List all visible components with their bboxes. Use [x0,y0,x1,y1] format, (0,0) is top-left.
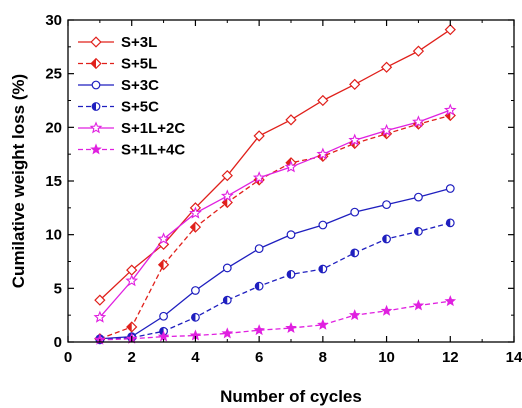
data-point-S+1L+2C [189,206,202,219]
data-point-S+5L [126,321,138,333]
data-point-S+1L+4C [380,304,393,316]
data-point-S+3C [191,286,200,295]
data-point-S+5C [222,295,232,305]
data-point-S+1L+2C [348,133,362,146]
legend-label: S+1L+2C [121,120,185,137]
data-point-S+5L [189,221,202,233]
y-tick-label: 0 [54,334,62,351]
data-point-S+1L+2C [412,115,425,128]
data-point-S+3L [221,169,233,182]
series-line-S+1L+4C [99,300,451,341]
series-line-S+3L [99,29,451,301]
data-point-S+1L+4C [157,330,170,342]
data-point-S+1L+4C [221,327,234,339]
legend-item: S+1L+2C [78,120,185,137]
legend-marker [91,102,101,111]
data-point-S+3C [286,230,296,240]
x-tick-label: 14 [506,349,522,366]
legend-marker [91,80,101,90]
legend-label: S+5C [121,99,159,116]
legend-item: S+3L [78,34,157,51]
legend-marker [90,57,102,70]
data-point-S+1L+2C [93,310,107,323]
legend-label: S+5L [121,56,157,73]
data-point-S+1L+4C [285,321,297,333]
data-point-S+1L+4C [348,309,361,321]
legend-item: S+3C [78,77,159,94]
data-point-S+5C [382,234,391,244]
data-point-S+3C [350,207,360,217]
legend-marker [90,36,102,48]
data-point-S+5C [350,248,360,258]
x-tick-label: 4 [191,349,200,366]
data-point-S+3L [285,114,297,126]
legend-label: S+3L [121,34,157,51]
data-point-S+3L [444,24,456,36]
x-axis-label: Number of cycles [220,387,362,406]
data-point-S+5C [286,269,296,279]
data-point-S+5C [445,218,455,228]
series-line-S+5L [99,114,451,340]
data-point-S+5C [254,281,264,291]
data-point-S+3L [94,294,106,306]
data-point-S+3C [222,263,232,273]
legend-label: S+1L+4C [121,142,185,159]
data-point-S+1L+2C [316,147,330,160]
data-point-S+3L [317,94,329,107]
data-point-S+1L+2C [125,274,139,287]
data-point-S+1L+2C [157,232,170,245]
data-point-S+1L+2C [220,189,234,202]
x-tick-label: 12 [442,349,459,366]
y-tick-label: 10 [45,227,62,244]
data-point-S+3L [380,61,393,73]
data-point-S+3L [253,130,265,142]
legend-marker [89,121,103,134]
y-tick-label: 30 [45,12,62,29]
y-tick-label: 5 [54,280,62,297]
data-point-S+5C [414,227,423,236]
data-point-S+1L+2C [284,160,298,173]
data-point-S+5L [157,259,170,271]
y-tick-label: 20 [45,119,62,136]
data-point-S+1L+2C [443,103,457,116]
series-line-S+3C [99,187,451,340]
data-point-S+3L [412,45,425,57]
data-point-S+3C [254,244,264,254]
x-tick-label: 2 [128,349,136,366]
ticks: 0 2 4 6 8 10 12 14 0 5 10 15 20 25 30 [45,12,522,366]
legend-item: S+5C [78,99,159,116]
data-point-S+1L+2C [380,123,393,136]
x-tick-label: 0 [64,349,72,366]
legend-item: S+5L [78,56,157,73]
legend-marker [90,143,102,155]
data-point-S+1L+4C [253,324,265,336]
data-point-S+3C [414,192,423,202]
y-tick-label: 15 [45,173,62,190]
data-point-S+1L+4C [412,299,425,311]
y-tick-label: 25 [45,66,62,83]
data-point-S+3C [159,311,168,321]
x-tick-label: 6 [255,349,263,366]
data-point-S+5C [318,264,328,274]
data-point-S+3C [382,200,391,210]
data-point-S+3L [349,78,361,91]
plot-markers [93,24,457,345]
data-point-S+5C [191,312,200,322]
x-tick-label: 8 [319,349,327,366]
data-point-S+1L+4C [317,318,329,330]
data-point-S+3C [318,220,328,230]
data-point-S+1L+4C [444,295,457,307]
legend-item: S+1L+4C [78,142,185,159]
data-point-S+3C [445,184,455,193]
data-point-S+1L+2C [252,171,266,184]
legend-label: S+3C [121,77,159,94]
series-line-S+5C [99,222,451,341]
legend: S+3L S+5L S+3C S+5C S+1L+2C S+1L+4C [78,34,185,159]
x-tick-label: 10 [378,349,395,366]
y-axis-label: Cumilative weight loss (%) [9,74,28,288]
